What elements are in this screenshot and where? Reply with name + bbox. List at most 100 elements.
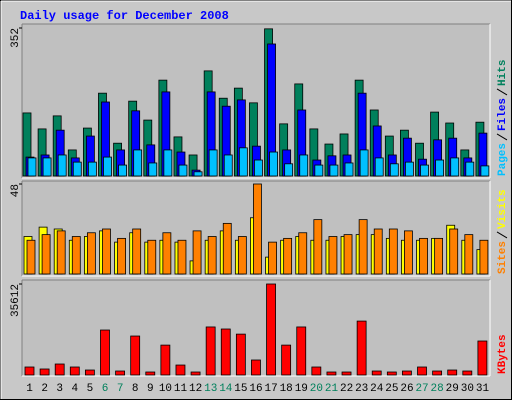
x-tick-label: 28 [431, 383, 444, 395]
bar [208, 149, 218, 177]
legend: Sites Visits [496, 189, 509, 274]
bar [435, 159, 445, 177]
bar [147, 239, 157, 275]
bar [447, 369, 458, 376]
x-tick-label: 17 [264, 383, 277, 395]
bar [192, 230, 202, 275]
bar [57, 154, 67, 177]
bar [359, 149, 369, 177]
legend: KBytes [497, 334, 509, 374]
bar [311, 366, 322, 376]
legend-label: Sites [497, 241, 509, 274]
x-tick-label: 25 [385, 383, 398, 395]
bar [329, 164, 339, 177]
bar [417, 366, 427, 376]
bar [388, 228, 398, 275]
y-tick-label: 35612 [10, 284, 22, 317]
x-tick-label: 29 [446, 383, 459, 395]
bar [24, 366, 35, 376]
bar [464, 234, 474, 275]
bar [42, 157, 52, 177]
x-tick-label: 19 [295, 383, 308, 395]
bar [207, 236, 217, 275]
legend-separator [496, 88, 508, 96]
bar [313, 219, 323, 275]
legend-label: KBytes [497, 334, 509, 374]
x-tick-label: 13 [204, 383, 217, 395]
bar [26, 239, 36, 275]
bar [148, 162, 158, 177]
bar [283, 237, 293, 275]
bar [328, 236, 338, 275]
bar [54, 363, 65, 376]
bar [253, 183, 262, 275]
bar [296, 326, 307, 376]
bar [84, 369, 95, 376]
x-tick-label: 1 [26, 383, 33, 395]
bar [160, 344, 171, 376]
bar [132, 228, 142, 275]
bar [235, 333, 246, 376]
bar [175, 364, 186, 376]
y-tick-label: 48 [10, 184, 22, 197]
bar [103, 156, 112, 177]
x-tick-label: 16 [249, 383, 262, 395]
bar [269, 151, 278, 177]
bar [374, 157, 384, 177]
bar [298, 232, 308, 275]
bar [117, 237, 126, 275]
bar [480, 165, 490, 177]
bar [118, 164, 127, 177]
y-tick-label: 352 [10, 28, 22, 48]
legend-label: Visits [497, 189, 509, 229]
bar [356, 320, 367, 376]
bar [477, 340, 488, 376]
bar [130, 335, 141, 376]
bar [386, 371, 397, 376]
bar [223, 154, 233, 177]
bar [450, 157, 460, 177]
x-tick-label: 30 [461, 383, 474, 395]
x-tick-label: 3 [56, 383, 63, 395]
bar [220, 328, 231, 376]
x-tick-label: 27 [415, 383, 428, 395]
bar [115, 370, 125, 376]
bar [326, 371, 337, 376]
legend-label: Hits [497, 60, 509, 86]
bar [102, 228, 111, 275]
bar [449, 228, 459, 275]
bar [405, 161, 414, 177]
x-tick-label: 2 [41, 383, 48, 395]
legend-label: Pages [497, 143, 509, 176]
bar [178, 164, 188, 177]
bar [268, 241, 277, 275]
bar [314, 164, 324, 177]
bar [56, 230, 66, 275]
x-tick-label: 14 [219, 383, 233, 395]
bar [86, 232, 96, 275]
bar [205, 326, 216, 376]
bar [72, 161, 82, 177]
x-tick-label: 20 [310, 383, 323, 395]
bar [432, 370, 443, 376]
bar [284, 163, 294, 177]
bar [163, 149, 173, 177]
x-tick-label: 26 [400, 383, 413, 395]
x-tick-label: 4 [72, 383, 79, 395]
bar [39, 368, 50, 376]
bar [389, 163, 399, 177]
bar [419, 237, 428, 275]
bar [341, 371, 352, 376]
bar [100, 329, 110, 376]
legend: Pages Files Hits [496, 60, 509, 176]
x-tick-label: 7 [117, 383, 124, 395]
bar [344, 162, 354, 177]
bar [343, 234, 353, 275]
bar [71, 236, 81, 275]
bar [462, 370, 473, 376]
bar [133, 149, 143, 177]
x-tick-label: 18 [280, 383, 293, 395]
bar [27, 157, 37, 177]
